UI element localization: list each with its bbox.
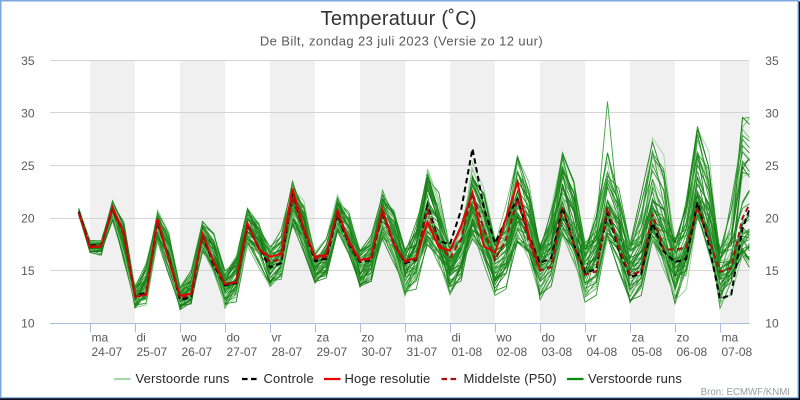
svg-text:Hoge resolutie: Hoge resolutie	[345, 371, 431, 386]
svg-text:20: 20	[765, 211, 779, 225]
svg-text:06-08: 06-08	[677, 345, 708, 359]
svg-text:25: 25	[21, 159, 35, 173]
svg-text:10: 10	[765, 316, 779, 330]
svg-text:Verstoorde runs: Verstoorde runs	[588, 371, 682, 386]
svg-text:Middelste (P50): Middelste (P50)	[464, 371, 557, 386]
svg-text:di: di	[137, 331, 146, 345]
svg-text:zo: zo	[362, 331, 375, 345]
svg-text:10: 10	[21, 316, 35, 330]
svg-text:wo: wo	[181, 331, 198, 345]
svg-text:30: 30	[21, 106, 35, 120]
svg-text:za: za	[632, 331, 645, 345]
svg-text:35: 35	[21, 54, 35, 68]
svg-text:ma: ma	[722, 331, 739, 345]
svg-text:28-07: 28-07	[272, 345, 303, 359]
svg-text:do: do	[542, 331, 556, 345]
svg-text:za: za	[317, 331, 330, 345]
svg-text:30: 30	[765, 106, 779, 120]
svg-text:04-08: 04-08	[587, 345, 618, 359]
svg-text:07-08: 07-08	[722, 345, 753, 359]
svg-text:Bron: ECMWF/KNMI: Bron: ECMWF/KNMI	[701, 387, 790, 398]
svg-text:30-07: 30-07	[362, 345, 393, 359]
svg-text:20: 20	[21, 211, 35, 225]
svg-text:vr: vr	[587, 331, 597, 345]
svg-text:05-08: 05-08	[632, 345, 663, 359]
svg-text:Temperatuur (˚C): Temperatuur (˚C)	[321, 8, 477, 30]
svg-text:ma: ma	[407, 331, 424, 345]
svg-text:do: do	[227, 331, 241, 345]
svg-text:01-08: 01-08	[452, 345, 483, 359]
svg-text:25: 25	[765, 159, 779, 173]
svg-text:Verstoorde runs: Verstoorde runs	[136, 371, 230, 386]
svg-text:Controle: Controle	[264, 371, 314, 386]
svg-text:ma: ma	[92, 331, 109, 345]
svg-text:di: di	[452, 331, 461, 345]
svg-text:03-08: 03-08	[542, 345, 573, 359]
svg-text:31-07: 31-07	[407, 345, 438, 359]
svg-text:De Bilt, zondag 23 juli 2023 (: De Bilt, zondag 23 juli 2023 (Versie zo …	[260, 33, 543, 48]
svg-text:15: 15	[21, 264, 35, 278]
svg-text:vr: vr	[272, 331, 282, 345]
svg-text:02-08: 02-08	[497, 345, 528, 359]
svg-text:35: 35	[765, 54, 779, 68]
svg-text:27-07: 27-07	[227, 345, 258, 359]
svg-text:25-07: 25-07	[137, 345, 168, 359]
svg-text:wo: wo	[496, 331, 513, 345]
svg-text:26-07: 26-07	[182, 345, 213, 359]
svg-text:24-07: 24-07	[92, 345, 123, 359]
svg-text:zo: zo	[677, 331, 690, 345]
svg-text:15: 15	[765, 264, 779, 278]
svg-text:29-07: 29-07	[317, 345, 348, 359]
